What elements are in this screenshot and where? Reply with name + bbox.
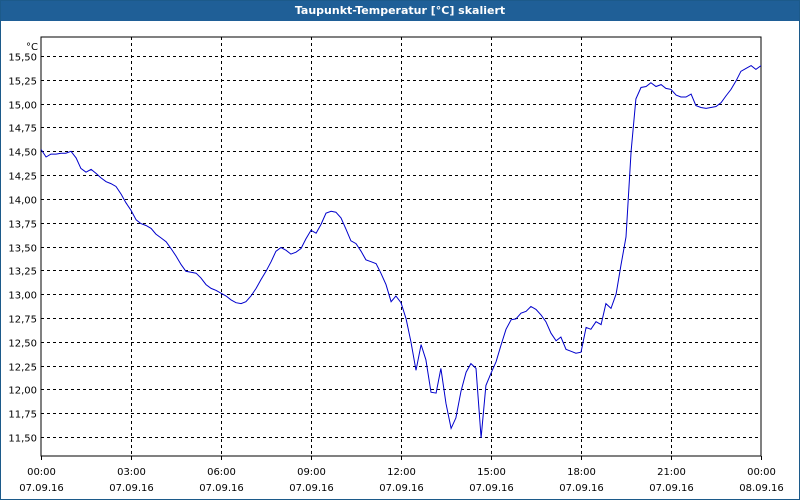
x-tick-date-label: 07.09.16: [199, 483, 244, 494]
x-tick-time-label: 15:00: [477, 467, 506, 478]
x-tick-time-label: 21:00: [657, 467, 686, 478]
x-tick-date-label: 07.09.16: [289, 483, 334, 494]
y-tick-label: 13,00: [8, 291, 37, 302]
y-tick-label: 13,75: [8, 220, 37, 231]
y-tick-label: 13,50: [8, 244, 37, 255]
y-tick-label: 15,50: [8, 53, 37, 64]
y-tick-label: 12,50: [8, 339, 37, 350]
x-tick-date-label: 08.09.16: [739, 483, 784, 494]
y-tick-label: 15,00: [8, 101, 37, 112]
x-tick-time-label: 09:00: [297, 467, 326, 478]
x-tick-date-label: 07.09.16: [649, 483, 694, 494]
y-tick-label: 14,50: [8, 148, 37, 159]
x-tick-time-label: 03:00: [117, 467, 146, 478]
x-tick-time-label: 12:00: [387, 467, 416, 478]
x-tick-time-label: 00:00: [747, 467, 776, 478]
x-tick-date-label: 07.09.16: [469, 483, 514, 494]
x-tick-time-label: 00:00: [27, 467, 56, 478]
y-tick-label: 14,75: [8, 124, 37, 135]
y-tick-label: 14,00: [8, 196, 37, 207]
series-line-dewpoint: [41, 64, 761, 438]
x-tick-time-label: 06:00: [207, 467, 236, 478]
x-tick-date-label: 07.09.16: [379, 483, 424, 494]
y-axis-unit-label: °C: [26, 42, 38, 53]
y-tick-label: 14,25: [8, 172, 37, 183]
y-tick-label: 12,25: [8, 363, 37, 374]
y-tick-label: 11,75: [8, 410, 37, 421]
x-tick-date-label: 07.09.16: [19, 483, 64, 494]
x-tick-time-label: 18:00: [567, 467, 596, 478]
x-tick-date-label: 07.09.16: [559, 483, 604, 494]
y-tick-label: 12,75: [8, 315, 37, 326]
x-tick-date-label: 07.09.16: [109, 483, 154, 494]
y-tick-label: 11,50: [8, 434, 37, 445]
window-title: Taupunkt-Temperatur [°C] skaliert: [1, 1, 799, 21]
y-tick-label: 13,25: [8, 267, 37, 278]
y-tick-label: 12,00: [8, 386, 37, 397]
y-tick-label: 15,25: [8, 77, 37, 88]
dewpoint-chart: 11,50 11,75 12,00 12,25 12,50 12,75 13,00 13,25…: [8, 36, 784, 494]
